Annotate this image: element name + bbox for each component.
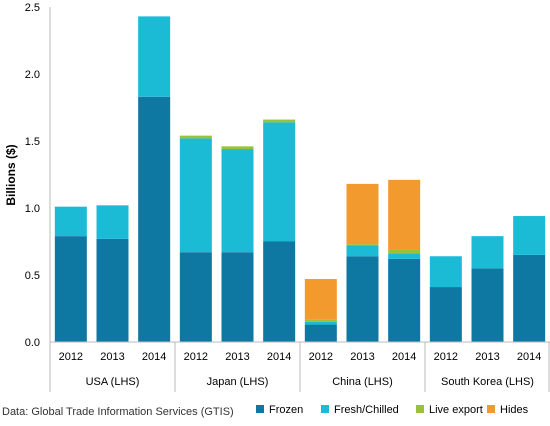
bar-segment xyxy=(388,179,421,250)
bars xyxy=(54,16,546,342)
x-tick-label: 2012 xyxy=(309,351,333,363)
bar-segment xyxy=(346,256,379,342)
bar-segment xyxy=(138,96,171,342)
x-axis: 2012 2013 2014 USA (LHS) 2012 2013 2014 Japan (… xyxy=(49,341,550,392)
bar-segment xyxy=(179,135,212,139)
y-tick-label: 0.0 xyxy=(25,337,40,349)
bar-segment xyxy=(513,216,546,255)
bar-segment xyxy=(179,138,212,253)
group-label: USA (LHS) xyxy=(86,376,140,388)
x-tick-label: 2012 xyxy=(434,351,458,363)
x-tick-label: 2014 xyxy=(517,351,541,363)
bar-segment xyxy=(54,236,87,342)
group-label: Japan (LHS) xyxy=(207,376,269,388)
group-label: South Korea (LHS) xyxy=(441,376,534,388)
y-tick-label: 1.5 xyxy=(25,136,40,148)
source-note: Data: Global Trade Information Services … xyxy=(2,406,234,418)
bar-segment xyxy=(221,149,254,253)
x-tick-label: 2013 xyxy=(225,351,249,363)
x-tick-label: 2012 xyxy=(59,351,83,363)
legend-swatch xyxy=(256,405,264,413)
y-axis: 0.0 0.5 1.0 1.5 2.0 2.5 xyxy=(25,2,51,349)
bar-segment xyxy=(513,254,546,342)
x-tick-label: 2013 xyxy=(100,351,124,363)
bar-segment xyxy=(263,119,296,123)
x-tick-label: 2014 xyxy=(392,351,416,363)
bar-segment xyxy=(54,206,87,237)
bar-segment xyxy=(96,205,129,239)
legend-label: Fresh/Chilled xyxy=(334,404,399,416)
bar-segment xyxy=(138,16,171,97)
legend-swatch xyxy=(416,405,424,413)
bar-segment xyxy=(388,249,421,254)
bar-segment xyxy=(471,268,504,342)
legend-label: Live export xyxy=(429,404,483,416)
bar-segment xyxy=(388,253,421,259)
legend-label: Frozen xyxy=(269,404,303,416)
bar-segment xyxy=(304,321,337,325)
bar-segment xyxy=(304,279,337,320)
x-tick-label: 2013 xyxy=(350,351,374,363)
bar-segment xyxy=(263,122,296,242)
y-tick-label: 2.5 xyxy=(25,2,40,14)
bar-segment xyxy=(221,252,254,342)
y-axis-label: Billions ($) xyxy=(4,144,18,205)
bar-segment xyxy=(346,244,379,246)
bar-segment xyxy=(429,287,462,342)
bar-segment xyxy=(346,245,379,257)
bar-segment xyxy=(388,258,421,342)
bar-segment xyxy=(471,236,504,269)
bar-segment xyxy=(221,146,254,150)
bar-segment xyxy=(179,252,212,342)
bar-segment xyxy=(263,241,296,342)
x-tick-label: 2013 xyxy=(475,351,499,363)
y-tick-label: 0.5 xyxy=(25,270,40,282)
bar-segment xyxy=(96,238,129,342)
group-label: China (LHS) xyxy=(332,376,393,388)
bar-segment xyxy=(304,319,337,322)
x-tick-label: 2012 xyxy=(184,351,208,363)
legend-swatch xyxy=(321,405,329,413)
bar-segment xyxy=(346,183,379,245)
x-tick-label: 2014 xyxy=(142,351,166,363)
legend-label: Hides xyxy=(500,404,529,416)
x-tick-label: 2014 xyxy=(267,351,291,363)
legend-swatch xyxy=(487,405,495,413)
legend: Frozen Fresh/Chilled Live export Hides xyxy=(256,404,529,416)
y-tick-label: 1.0 xyxy=(25,203,40,215)
bar-segment xyxy=(304,324,337,342)
y-tick-label: 2.0 xyxy=(25,69,40,81)
bar-segment xyxy=(429,256,462,288)
